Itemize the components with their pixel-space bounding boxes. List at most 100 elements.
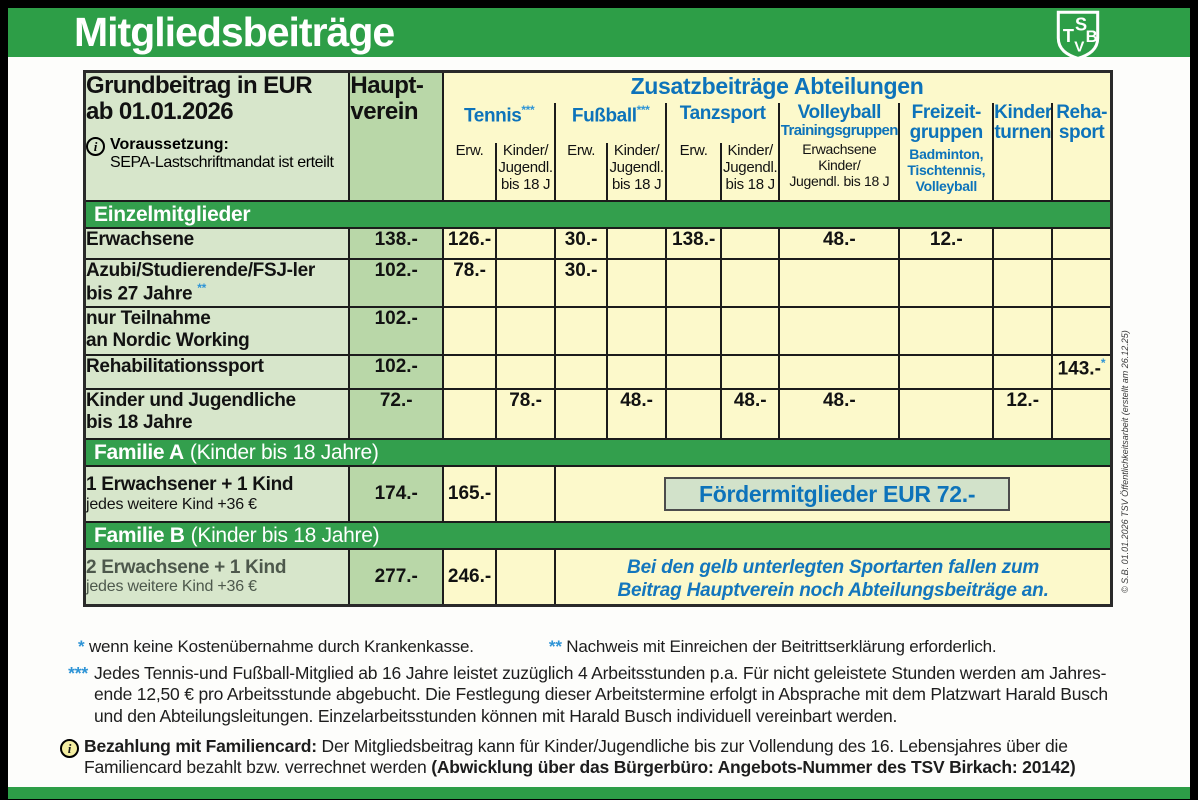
fee-value: 12.- <box>898 227 995 260</box>
subheader-fussball-erwachsene: Erw. <box>554 143 609 202</box>
fee-value: 72.- <box>348 388 445 440</box>
fee-cell-empty <box>606 306 668 356</box>
fee-cell-empty <box>992 227 1054 260</box>
fee-cell-empty <box>898 258 995 308</box>
subheader-tennis-kinder: Kinder/Jugendl. bis 18 J <box>495 143 557 202</box>
fee-cell-empty <box>992 354 1054 390</box>
section-band-familie-a: Familie A (Kinder bis 18 Jahre) <box>83 438 1113 467</box>
svg-text:B: B <box>1086 27 1098 46</box>
fee-cell-empty <box>1051 258 1113 308</box>
fee-value: 165.- <box>442 465 498 523</box>
subheader-tanzsport-erwachsene: Erw. <box>665 143 723 202</box>
page-title: Mitgliedsbeiträge <box>74 9 395 55</box>
footnote-asterisk-1: * wenn keine Kostenübernahme durch Krank… <box>78 637 997 656</box>
fee-cell-empty <box>495 354 557 390</box>
fee-cell-empty <box>606 354 668 390</box>
footnote-asterisk-3: *** Jedes Tennis-und Fußball-Mitglied ab… <box>68 663 1108 726</box>
table-row-erwachsene: Erwachsene 138.- 126.- 30.- 138.- 48.- 1… <box>83 227 1113 260</box>
fee-cell-empty <box>554 306 609 356</box>
fee-cell-empty <box>442 354 498 390</box>
fee-value: 174.- <box>348 465 445 523</box>
fee-value: 48.- <box>606 388 668 440</box>
fee-cell-empty <box>992 258 1054 308</box>
fee-value: 102.- <box>348 258 445 308</box>
fee-cell-empty <box>665 354 723 390</box>
fee-cell-empty <box>442 388 498 440</box>
fee-table: Grundbeitrag in EUR ab 01.01.2026 i Vora… <box>83 70 1113 607</box>
row-label: Rehabilitationssport <box>83 354 351 390</box>
section-band-einzelmitglieder: Einzelmitglieder <box>83 200 1113 229</box>
fee-cell-empty <box>495 227 557 260</box>
fee-value: 138.- <box>665 227 723 260</box>
fee-cell-empty <box>606 227 668 260</box>
fee-value: 246.- <box>442 548 498 606</box>
fee-cell-empty <box>778 258 901 308</box>
foerdermitglieder-cell: Fördermitglieder EUR 72.- <box>554 465 1113 523</box>
column-header-freizeitgruppen: Freizeit- gruppen Badminton, Tischtennis… <box>898 103 995 201</box>
table-row-kinder-jugendliche: Kinder und Jugendliche bis 18 Jahre 72.-… <box>83 388 1113 440</box>
column-header-rehasport: Reha- sport <box>1051 103 1113 201</box>
tsv-birkach-logo-icon: S T V B <box>1056 10 1100 60</box>
fee-value: 30.- <box>554 258 609 308</box>
fee-value: 48.- <box>720 388 781 440</box>
fee-cell-empty <box>720 306 781 356</box>
fee-cell-empty <box>442 306 498 356</box>
column-header-volleyball: Volleyball Trainingsgruppen Erwachsene K… <box>778 103 901 201</box>
fee-cell-empty <box>1051 388 1113 440</box>
table-row-rehabilitationssport: Rehabilitationssport 102.- 143.-* <box>83 354 1113 390</box>
fee-cell-empty <box>495 548 557 606</box>
row-label: Azubi/Studierende/FSJ-ler bis 27 Jahre *… <box>83 258 351 308</box>
fee-cell-empty <box>778 354 901 390</box>
footer-bar <box>8 787 1190 799</box>
fee-cell-empty <box>665 388 723 440</box>
fee-cell-empty <box>898 306 995 356</box>
table-row-familie-a: 1 Erwachsener + 1 Kind jedes weitere Kin… <box>83 465 1113 523</box>
grundbeitrag-title-line1: Grundbeitrag in EUR <box>86 72 312 99</box>
column-header-kinderturnen: Kinder- turnen <box>992 103 1054 201</box>
fee-cell-empty <box>606 258 668 308</box>
info-icon: i <box>86 136 105 156</box>
fee-cell-empty <box>1051 227 1113 260</box>
fee-cell-empty <box>495 465 557 523</box>
fee-value: 78.- <box>495 388 557 440</box>
fee-cell-empty <box>1051 306 1113 356</box>
fee-value: 277.- <box>348 548 445 606</box>
info-icon: i <box>60 739 79 758</box>
table-row-azubi: Azubi/Studierende/FSJ-ler bis 27 Jahre *… <box>83 258 1113 308</box>
fee-cell-empty <box>665 258 723 308</box>
grundbeitrag-header-cell: Grundbeitrag in EUR ab 01.01.2026 i Vora… <box>83 70 351 202</box>
svg-text:T: T <box>1063 26 1074 46</box>
subheader-fussball-kinder: Kinder/Jugendl. bis 18 J <box>606 143 668 202</box>
fee-cell-empty <box>898 388 995 440</box>
abteilungsbeitraege-note: Bei den gelb unterlegten Sportarten fall… <box>617 556 1049 602</box>
fee-cell-empty <box>778 306 901 356</box>
column-header-tanzsport: Tanzsport <box>665 103 781 143</box>
fee-cell-empty <box>720 354 781 390</box>
row-label: Kinder und Jugendliche bis 18 Jahre <box>83 388 351 440</box>
subheader-tennis-erwachsene: Erw. <box>442 143 498 202</box>
voraussetzung-label: Voraussetzung: <box>110 135 229 153</box>
fee-cell-empty <box>992 306 1054 356</box>
subheader-tanzsport-kinder: Kinder/Jugendl. bis 18 J <box>720 143 781 202</box>
row-label: nur Teilnahme an Nordic Working <box>83 306 351 356</box>
title-banner: Mitgliedsbeiträge S T V B <box>8 8 1190 60</box>
fee-cell-empty <box>495 306 557 356</box>
fee-value: 30.- <box>554 227 609 260</box>
svg-text:S: S <box>1075 14 1087 34</box>
fee-value: 138.- <box>348 227 445 260</box>
copyright-note: © S.B. 01.01.2026 TSV Öffentlichkeitsarb… <box>1120 330 1130 593</box>
fee-cell-empty <box>495 258 557 308</box>
row-label: 1 Erwachsener + 1 Kind jedes weitere Kin… <box>83 465 351 523</box>
foerdermitglieder-box: Fördermitglieder EUR 72.- <box>664 477 1011 511</box>
row-label: 2 Erwachsene + 1 Kind jedes weitere Kind… <box>83 548 351 606</box>
fee-value: 102.- <box>348 354 445 390</box>
fee-cell-empty <box>665 306 723 356</box>
table-row-nordic-working: nur Teilnahme an Nordic Working 102.- <box>83 306 1113 356</box>
fee-cell-empty <box>554 388 609 440</box>
fee-value: 143.-* <box>1051 354 1113 390</box>
column-header-tennis: Tennis*** <box>442 103 557 143</box>
voraussetzung-text: SEPA-Lastschriftmandat ist erteilt <box>110 154 334 172</box>
fee-value: 48.- <box>778 227 901 260</box>
svg-text:V: V <box>1074 39 1084 56</box>
fee-cell-empty <box>720 227 781 260</box>
